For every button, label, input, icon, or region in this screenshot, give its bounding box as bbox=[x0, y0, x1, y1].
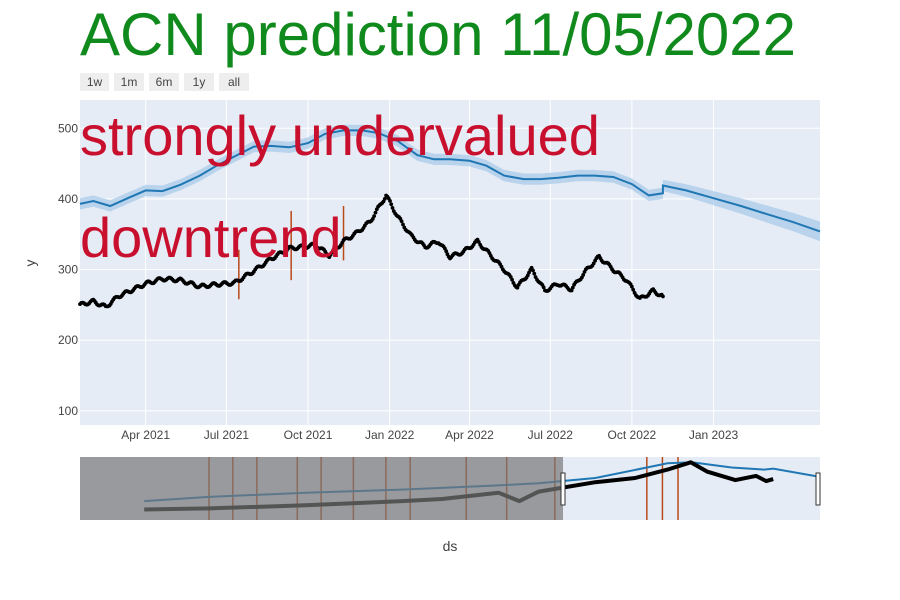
actual-point[interactable] bbox=[372, 214, 376, 219]
actual-point[interactable] bbox=[569, 288, 574, 293]
range-slider-left-handle[interactable] bbox=[560, 472, 566, 506]
range-slider-right-handle[interactable] bbox=[815, 472, 821, 506]
actual-point[interactable] bbox=[476, 240, 481, 244]
x-tick-label: Oct 2021 bbox=[284, 428, 333, 442]
range-slider-mask bbox=[80, 457, 563, 520]
range-slider[interactable] bbox=[80, 457, 821, 520]
forecast-uncertainty-band bbox=[80, 124, 820, 242]
actual-point[interactable] bbox=[390, 206, 395, 210]
x-axis-ticks: Apr 2021 Jul 2021 Oct 2021 Jan 2022 Apr 2022… bbox=[121, 428, 738, 442]
actual-point[interactable] bbox=[389, 202, 394, 207]
y-tick-label: 400 bbox=[58, 192, 78, 206]
y-tick-label: 100 bbox=[58, 404, 78, 418]
x-tick-label: Jan 2023 bbox=[689, 428, 739, 442]
range-1y-button[interactable]: 1y bbox=[184, 73, 214, 91]
y-tick-label: 500 bbox=[58, 121, 78, 135]
actual-point[interactable] bbox=[532, 271, 537, 276]
actual-point[interactable] bbox=[541, 285, 546, 290]
y-axis-ticks: 100 200 300 400 500 bbox=[58, 121, 78, 418]
chart-title: ACN prediction 11/05/2022 bbox=[80, 1, 797, 68]
actual-points bbox=[78, 193, 665, 309]
range-1w-button[interactable]: 1w bbox=[80, 73, 109, 91]
x-tick-label: Jul 2022 bbox=[528, 428, 574, 442]
range-selector: 1w 1m 6m 1y all bbox=[80, 73, 249, 91]
y-tick-label: 200 bbox=[58, 333, 78, 347]
annotation-strongly-undervalued: strongly undervalued bbox=[80, 104, 600, 167]
annotation-downtrend: downtrend bbox=[80, 206, 342, 269]
range-all-button[interactable]: all bbox=[219, 73, 249, 91]
actual-point[interactable] bbox=[631, 287, 636, 292]
x-tick-label: Jan 2022 bbox=[365, 428, 415, 442]
actual-point[interactable] bbox=[401, 222, 405, 227]
actual-point[interactable] bbox=[388, 199, 392, 203]
actual-point[interactable] bbox=[661, 294, 665, 299]
actual-point[interactable] bbox=[515, 285, 520, 290]
range-6m-button[interactable]: 6m bbox=[149, 73, 179, 91]
range-1m-button[interactable]: 1m bbox=[114, 73, 144, 91]
x-tick-label: Apr 2022 bbox=[445, 428, 494, 442]
actual-point[interactable] bbox=[510, 277, 514, 282]
actual-point[interactable] bbox=[531, 268, 535, 273]
x-tick-label: Oct 2022 bbox=[608, 428, 657, 442]
forecast-line bbox=[79, 129, 821, 233]
actual-point[interactable] bbox=[373, 210, 378, 215]
x-tick-label: Jul 2021 bbox=[204, 428, 250, 442]
y-tick-label: 300 bbox=[58, 263, 78, 277]
actual-point[interactable] bbox=[382, 197, 387, 201]
forecast-band bbox=[80, 124, 820, 242]
x-tick-label: Apr 2021 bbox=[121, 428, 170, 442]
actual-point[interactable] bbox=[630, 284, 634, 289]
actual-point[interactable] bbox=[570, 285, 575, 290]
forecast-line-layer bbox=[79, 129, 821, 233]
actual-point[interactable] bbox=[399, 219, 404, 224]
actual-point[interactable] bbox=[581, 273, 586, 277]
y-axis-title: y bbox=[22, 260, 38, 267]
x-axis-title: ds bbox=[443, 538, 458, 554]
actual-point[interactable] bbox=[444, 249, 449, 254]
